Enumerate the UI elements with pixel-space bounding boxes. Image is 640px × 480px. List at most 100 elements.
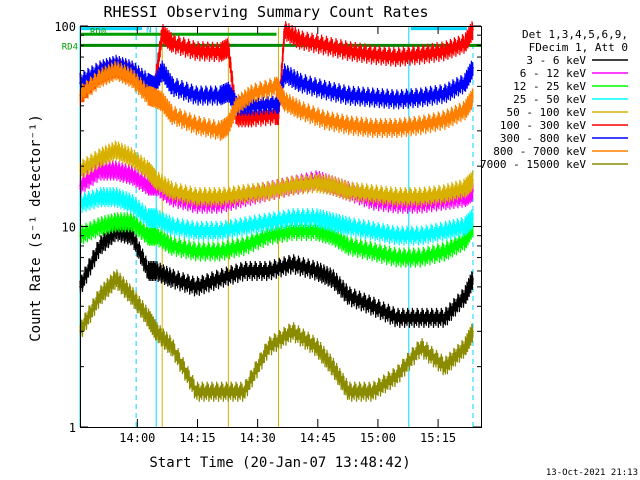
legend-label-5: 100 - 300 keV bbox=[500, 119, 586, 132]
series-point-4-5 bbox=[155, 179, 157, 182]
series-point-2-5 bbox=[155, 234, 157, 237]
series-point-3-15 bbox=[371, 230, 374, 232]
series-point-4-11 bbox=[291, 184, 294, 187]
series-point-5-20 bbox=[395, 56, 398, 58]
series-point-3-4 bbox=[147, 217, 149, 220]
series-point-6-17 bbox=[323, 89, 326, 91]
series-point-4-19 bbox=[464, 187, 466, 190]
series-point-7-4 bbox=[147, 94, 149, 97]
series-point-1-2 bbox=[115, 169, 117, 172]
series-point-6-4 bbox=[147, 82, 149, 84]
annotation-rd4: RD4 bbox=[62, 42, 78, 52]
series-point-3-14 bbox=[347, 225, 350, 228]
series-point-5-9 bbox=[219, 51, 222, 54]
series-point-0-11 bbox=[291, 263, 294, 265]
series-point-4-18 bbox=[444, 193, 446, 195]
series-point-3-10 bbox=[267, 221, 270, 224]
series-point-8-10 bbox=[267, 346, 270, 349]
series-point-2-8 bbox=[219, 250, 222, 253]
x-tick-label-4: 15:00 bbox=[360, 431, 396, 445]
series-point-0-20 bbox=[472, 277, 474, 280]
series-point-8-14 bbox=[347, 390, 350, 393]
series-point-0-6 bbox=[171, 277, 174, 280]
legend-header-1: FDecim 1, Att 0 bbox=[529, 41, 628, 54]
series-point-5-15 bbox=[283, 29, 286, 32]
series-point-1-1 bbox=[99, 169, 101, 172]
series-point-2-4 bbox=[147, 234, 149, 237]
series-point-8-1 bbox=[99, 295, 101, 297]
series-point-5-14 bbox=[277, 114, 280, 116]
series-point-7-7 bbox=[171, 114, 174, 116]
series-point-4-12 bbox=[315, 182, 318, 184]
series-point-0-3 bbox=[131, 234, 133, 237]
series-point-6-6 bbox=[161, 69, 164, 72]
series-point-7-13 bbox=[275, 85, 278, 88]
series-point-8-5 bbox=[155, 330, 157, 333]
series-point-3-19 bbox=[464, 225, 466, 228]
series-point-4-16 bbox=[395, 196, 398, 199]
series-point-0-5 bbox=[155, 270, 157, 272]
series-point-0-7 bbox=[195, 286, 198, 288]
series-point-8-13 bbox=[331, 365, 334, 368]
x-tick-label-1: 14:15 bbox=[179, 431, 215, 445]
series-line-4 bbox=[79, 140, 474, 208]
series-point-2-7 bbox=[195, 250, 198, 253]
series-point-4-6 bbox=[171, 190, 174, 192]
series-point-5-18 bbox=[347, 50, 350, 52]
series-point-3-8 bbox=[219, 230, 222, 232]
legend-label-3: 25 - 50 keV bbox=[513, 93, 586, 106]
annotation-rd0: RD0 bbox=[90, 27, 106, 37]
series-point-6-24 bbox=[472, 66, 474, 69]
series-point-5-7 bbox=[171, 42, 174, 45]
series-point-0-15 bbox=[371, 305, 374, 308]
series-point-5-17 bbox=[323, 44, 326, 47]
series-point-2-9 bbox=[243, 245, 246, 247]
series-point-8-2 bbox=[115, 277, 117, 280]
series-line-0 bbox=[79, 221, 474, 328]
x-tick-label-3: 14:45 bbox=[300, 431, 336, 445]
series-point-7-11 bbox=[235, 104, 238, 107]
series-point-3-11 bbox=[291, 217, 294, 220]
x-axis-label: Start Time (20-Jan-07 13:48:42) bbox=[149, 455, 410, 471]
series-point-3-5 bbox=[155, 217, 157, 220]
series-point-2-19 bbox=[464, 239, 466, 242]
series-point-8-4 bbox=[147, 317, 149, 319]
series-point-7-22 bbox=[444, 119, 446, 121]
series-point-6-18 bbox=[347, 94, 350, 97]
series-point-0-19 bbox=[464, 295, 466, 297]
series-point-7-2 bbox=[115, 69, 117, 72]
series-point-6-19 bbox=[371, 96, 374, 99]
annotation-n: N bbox=[146, 26, 151, 36]
series-point-6-22 bbox=[444, 92, 446, 95]
series-point-5-12 bbox=[251, 116, 254, 119]
series-point-8-15 bbox=[371, 390, 374, 393]
series-point-7-24 bbox=[472, 96, 474, 99]
x-axis: 14:00 14:15 14:30 14:45 15:00 15:15 bbox=[119, 26, 456, 445]
legend-label-4: 50 - 100 keV bbox=[507, 106, 587, 119]
series-line-2 bbox=[79, 212, 474, 268]
x-tick-label-0: 14:00 bbox=[119, 431, 155, 445]
series-point-7-14 bbox=[277, 89, 280, 91]
series-point-4-4 bbox=[147, 169, 149, 172]
series-point-8-16 bbox=[395, 375, 398, 377]
series-point-5-8 bbox=[195, 50, 198, 52]
series-point-7-3 bbox=[131, 77, 133, 79]
series-point-3-18 bbox=[444, 230, 446, 232]
series-point-4-9 bbox=[243, 193, 246, 195]
chart-title: RHESSI Observing Summary Count Rates bbox=[103, 3, 428, 21]
series-point-6-5 bbox=[153, 85, 155, 88]
series-point-8-11 bbox=[291, 330, 294, 333]
series-point-4-1 bbox=[99, 157, 101, 159]
series-point-4-2 bbox=[115, 149, 117, 152]
series-point-5-24 bbox=[472, 28, 474, 31]
series-point-3-13 bbox=[331, 221, 334, 224]
series-point-3-2 bbox=[115, 196, 117, 199]
series-point-2-10 bbox=[267, 234, 270, 237]
series-point-4-10 bbox=[267, 190, 270, 192]
series-point-2-11 bbox=[291, 230, 294, 232]
series-point-6-7 bbox=[171, 85, 174, 88]
y-tick-label-2: 100 bbox=[54, 20, 76, 34]
series-point-3-3 bbox=[131, 202, 133, 205]
series-point-6-9 bbox=[219, 94, 222, 97]
